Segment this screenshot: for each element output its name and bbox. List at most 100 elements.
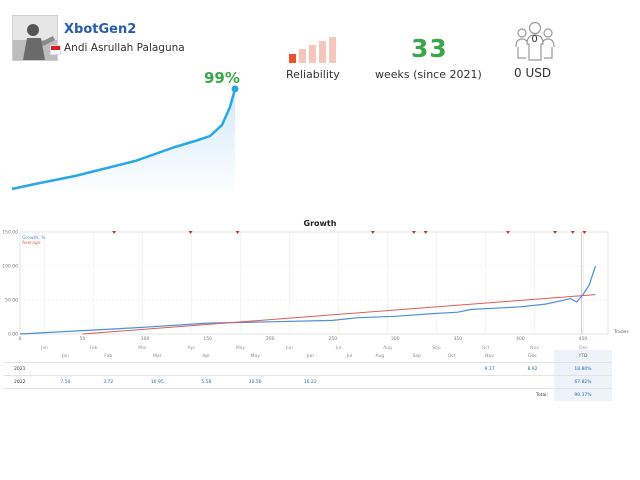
month-value-cell [129, 362, 185, 376]
y-tick-label: 0.00 [8, 332, 18, 338]
month-value-cell[interactable]: 7.50 [44, 375, 87, 389]
month-tick-label: May [236, 345, 246, 350]
ytd-cell: 67.82% [554, 375, 612, 389]
month-header: Nov [468, 350, 511, 363]
table-header-row: Jan Feb Mar Apr May Jun Jul Aug Sep Oct Nov Dec YTD [4, 350, 612, 363]
subscribers-count: 0 [531, 34, 538, 45]
month-header: Feb [86, 350, 130, 363]
deal-marker-icon [235, 231, 240, 234]
month-value-cell [468, 375, 511, 389]
month-value-cell[interactable]: 8.92 [511, 362, 554, 376]
month-tick-label: Oct [482, 345, 490, 350]
weeks-label: weeks (since 2021) [375, 68, 482, 81]
deal-marker-icon [570, 231, 575, 234]
growth-sparkline [11, 85, 239, 195]
month-header: May [227, 350, 283, 363]
month-value-cell [398, 375, 435, 389]
month-value-cell [184, 362, 228, 376]
total-row: Total: 99.37% [4, 388, 612, 401]
month-header [4, 350, 44, 363]
ytd-cell: 18.80% [554, 362, 612, 376]
month-value-cell [434, 375, 469, 389]
subscribers-icon [515, 21, 555, 61]
weeks-value: 33 [411, 34, 448, 63]
month-value-cell[interactable]: 3.72 [86, 375, 130, 389]
month-value-cell [44, 362, 87, 376]
month-header: Jan [44, 350, 87, 363]
x-tick-label: 100 [141, 336, 150, 342]
y-tick-label: 100.00 [2, 264, 18, 270]
x-tick-label: 50 [80, 336, 86, 342]
table-row: 2021 9.17 8.92 18.80% [4, 362, 612, 376]
legend-average: Average [22, 240, 41, 246]
growth-percent: 99% [204, 69, 240, 87]
month-value-cell[interactable]: 9.17 [468, 362, 511, 376]
x-tick-label: 0 [19, 336, 22, 342]
month-value-cell [282, 362, 338, 376]
month-value-cell [86, 362, 130, 376]
x-tick-label: 150 [203, 336, 212, 342]
month-value-cell[interactable]: 5.58 [184, 375, 228, 389]
total-label: Total: [535, 392, 548, 398]
chart-title: Growth [303, 219, 337, 228]
bot-name-link[interactable]: XbotGen2 [64, 22, 137, 37]
month-value-cell[interactable]: 10.95 [129, 375, 185, 389]
avatar[interactable] [12, 15, 58, 61]
month-tick-label: Sep [432, 345, 441, 350]
month-tick-label: Nov [530, 345, 539, 350]
y-tick-label: 50.00 [5, 298, 18, 304]
deal-marker-icon [506, 231, 511, 234]
month-tick-label: Jan [40, 345, 48, 350]
month-tick-label: Dec [579, 345, 588, 350]
month-header: Dec [511, 350, 554, 363]
month-header: Jun [282, 350, 338, 363]
month-tick-label: Feb [90, 345, 98, 350]
month-header: Jul [337, 350, 362, 363]
reliability-label: Reliability [286, 68, 340, 81]
month-header: Aug [361, 350, 399, 363]
month-value-cell [361, 362, 399, 376]
x-tick-label: 300 [391, 336, 400, 342]
reliability-bars-icon [289, 37, 336, 63]
month-tick-label: Jun [285, 345, 293, 350]
month-header: Sep [398, 350, 435, 363]
x-tick-label: 450 [579, 336, 588, 342]
deal-marker-icon [411, 231, 416, 234]
x-axis-label: Trades [613, 329, 629, 335]
table-row: 2022 7.50 3.72 10.95 5.58 10.56 16.22 67.82% [4, 375, 612, 389]
x-tick-label: 350 [454, 336, 463, 342]
x-tick-label: 400 [516, 336, 525, 342]
deal-marker-icon [112, 231, 117, 234]
author-name-link[interactable]: Andi Asrullah Palaguna [64, 42, 185, 54]
legend-growth: Growth, % [22, 235, 46, 241]
month-value-cell [361, 375, 399, 389]
y-tick-label: 150.00 [2, 230, 18, 236]
year-cell: 2021 [4, 362, 44, 376]
month-value-cell [337, 375, 362, 389]
indonesia-flag-icon [50, 45, 61, 55]
month-value-cell [337, 362, 362, 376]
month-value-cell[interactable]: 10.56 [227, 375, 283, 389]
month-header: Apr [184, 350, 228, 363]
deal-marker-icon [423, 231, 428, 234]
year-cell: 2022 [4, 375, 44, 389]
deal-marker-icon [553, 231, 558, 234]
month-tick-label: Jul [335, 345, 341, 350]
total-value: 99.37% [554, 388, 612, 401]
month-tick-label: Mar [138, 345, 147, 350]
deal-marker-icon [582, 231, 587, 234]
monthly-returns-table: Jan Feb Mar Apr May Jun Jul Aug Sep Oct Nov Dec YTD … [4, 350, 612, 401]
deal-marker-icon [188, 231, 193, 234]
month-value-cell [398, 362, 435, 376]
month-tick-label: Aug [383, 345, 392, 350]
month-value-cell [227, 362, 283, 376]
average-series-line [82, 294, 596, 335]
month-header: Mar [129, 350, 185, 363]
month-value-cell[interactable]: 16.22 [282, 375, 338, 389]
month-value-cell [434, 362, 469, 376]
growth-chart[interactable]: 0.00 50.00 100.00 150.00 0 50 100 150 200 250 300 3… [0, 226, 640, 351]
deal-marker-icon [370, 231, 375, 234]
funds-value: 0 USD [514, 66, 552, 80]
ytd-header: YTD [554, 350, 612, 363]
avatar-image [13, 16, 57, 60]
